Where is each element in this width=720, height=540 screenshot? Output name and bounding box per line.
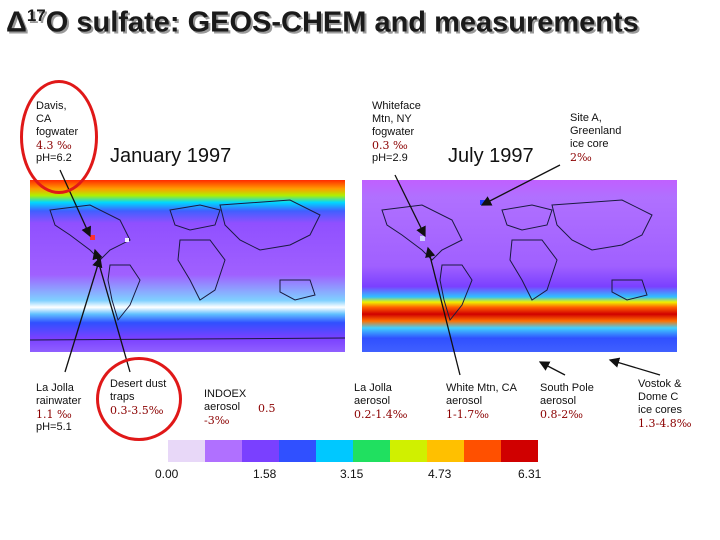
colorbar-swatch — [316, 440, 353, 462]
davis-highlight-circle — [20, 80, 98, 194]
colorbar-tick: 0.00 — [155, 467, 179, 481]
desert-dust-label: Desert dust traps 0.3-3.5‰ — [110, 378, 166, 417]
whiteface-value: 0.3 ‰ — [372, 139, 408, 152]
july-map-svg — [362, 180, 677, 352]
slide-title: Δ17O sulfate: GEOS-CHEM and measurements — [6, 6, 639, 40]
whiteface-marker-jul — [420, 236, 425, 241]
davis-line: CA — [36, 113, 52, 125]
lajolla-aerosol-label: La Jolla aerosol 0.2-1.4‰ — [354, 382, 407, 421]
davis-label: Davis, CA fogwater 4.3 ‰ pH=6.2 — [36, 100, 78, 165]
site-a-line: Site A, — [570, 112, 602, 124]
colorbar-swatch — [242, 440, 279, 462]
whitemtn-line: White Mtn, CA — [446, 382, 517, 394]
davis-line: Davis, — [36, 100, 67, 112]
vostok-value: 1.3-4.8‰ — [638, 417, 692, 430]
whiteface-line: Mtn, NY — [372, 113, 412, 125]
january-map — [30, 180, 345, 352]
lajolla-aerosol-line: La Jolla — [354, 382, 392, 394]
lajolla-rain-ph: pH=5.1 — [36, 421, 72, 433]
whiteface-ph: pH=2.9 — [372, 152, 408, 164]
whiteface-line: Whiteface — [372, 100, 421, 112]
indoex-label: INDOEX aerosol -3‰ — [204, 388, 246, 427]
whitemtn-line: aerosol — [446, 395, 483, 407]
site-a-value: 2‰ — [570, 151, 592, 164]
davis-value: 4.3 ‰ — [36, 139, 72, 152]
southpole-line: South Pole — [540, 382, 594, 394]
davis-line: fogwater — [36, 126, 79, 138]
colorbar-swatch — [464, 440, 501, 462]
vostok-label: Vostok & Dome C ice cores 1.3-4.8‰ — [638, 378, 691, 430]
southpole-label: South Pole aerosol 0.8-2‰ — [540, 382, 594, 421]
lajolla-aerosol-value: 0.2-1.4‰ — [354, 408, 408, 421]
colorbar-swatch — [168, 440, 205, 462]
title-text: O sulfate: GEOS-CHEM and measurements — [45, 6, 639, 39]
site-a-label: Site A, Greenland ice core 2‰ — [570, 112, 621, 164]
colorbar-tick: 3.15 — [340, 467, 364, 481]
whitemtn-value: 1-1.7‰ — [446, 408, 489, 421]
colorbar-swatch — [427, 440, 464, 462]
whiteface-label: Whiteface Mtn, NY fogwater 0.3 ‰ pH=2.9 — [372, 100, 421, 165]
desert-dust-highlight-circle — [96, 357, 182, 441]
colorbar-tick: 1.58 — [253, 467, 277, 481]
july-label: July 1997 — [448, 145, 534, 167]
vostok-line: ice cores — [638, 404, 683, 416]
january-map-svg — [30, 180, 345, 352]
colorbar-swatch — [353, 440, 390, 462]
colorbar — [168, 440, 538, 462]
vostok-line: Dome C — [638, 391, 679, 403]
desert-dust-value: 0.3-3.5‰ — [110, 404, 164, 417]
site-a-line: ice core — [570, 138, 609, 150]
site-a-line: Greenland — [570, 125, 622, 137]
southpole-line: aerosol — [540, 395, 577, 407]
desert-dust-line: traps — [110, 391, 135, 403]
vostok-line: Vostok & — [638, 378, 682, 390]
indoex-line: aerosol — [204, 401, 241, 413]
lajolla-aerosol-line: aerosol — [354, 395, 391, 407]
colorbar-swatch — [501, 440, 538, 462]
title-superscript: 17 — [26, 6, 46, 25]
whiteface-marker-jan — [125, 238, 129, 242]
davis-marker — [90, 235, 95, 240]
lajolla-rain-line: rainwater — [36, 395, 82, 407]
indoex-value-2: 0.5 — [258, 402, 276, 415]
july-map — [362, 180, 677, 352]
lajolla-rain-label: La Jolla rainwater 1.1 ‰ pH=5.1 — [36, 382, 81, 434]
lajolla-rain-line: La Jolla — [36, 382, 74, 394]
indoex-value: -3‰ — [204, 414, 230, 427]
lajolla-rain-value: 1.1 ‰ — [36, 408, 72, 421]
davis-ph: pH=6.2 — [36, 152, 72, 164]
colorbar-swatch — [390, 440, 427, 462]
whitemtn-label: White Mtn, CA aerosol 1-1.7‰ — [446, 382, 517, 421]
colorbar-tick: 4.73 — [428, 467, 452, 481]
indoex-line: INDOEX — [204, 388, 247, 400]
colorbar-swatch — [205, 440, 242, 462]
desert-dust-line: Desert dust — [110, 378, 167, 390]
colorbar-tick: 6.31 — [518, 467, 542, 481]
colorbar-swatch — [279, 440, 316, 462]
southpole-value: 0.8-2‰ — [540, 408, 583, 421]
title-delta: Δ — [6, 6, 27, 39]
whiteface-line: fogwater — [372, 126, 415, 138]
january-label: January 1997 — [110, 145, 232, 167]
